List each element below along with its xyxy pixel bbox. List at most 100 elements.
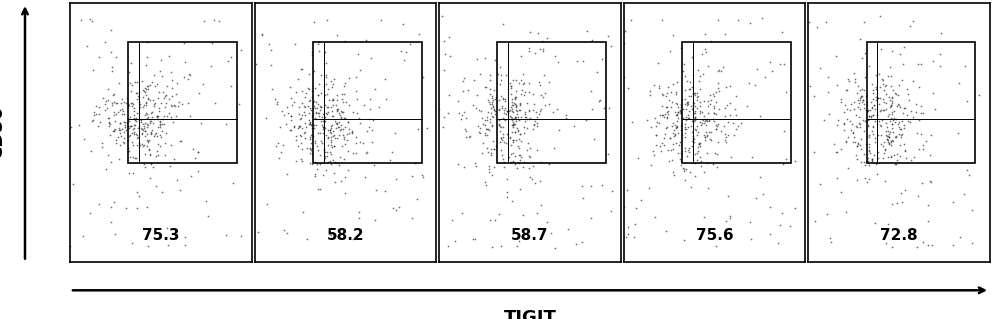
Point <box>146 72 162 78</box>
Point <box>878 241 894 246</box>
Point <box>471 108 487 113</box>
Point <box>884 201 900 206</box>
Point <box>686 110 702 115</box>
Point <box>698 118 714 123</box>
Point <box>164 78 180 83</box>
Point <box>294 100 310 105</box>
Point <box>506 100 522 105</box>
Point <box>857 74 873 79</box>
Point <box>101 120 117 125</box>
Point <box>874 117 890 122</box>
Point <box>388 207 404 212</box>
Point <box>319 18 335 23</box>
Point <box>131 144 147 149</box>
Point <box>718 139 734 144</box>
Point <box>345 151 361 156</box>
Point <box>84 119 100 124</box>
Point <box>323 161 339 166</box>
Point <box>465 102 481 107</box>
Point <box>881 140 897 145</box>
Point <box>692 103 708 108</box>
Point <box>122 81 138 86</box>
Point <box>658 104 674 109</box>
Point <box>258 115 274 121</box>
Point <box>900 119 916 124</box>
Point <box>323 78 339 83</box>
Point <box>692 108 708 113</box>
Point <box>616 204 632 209</box>
Point <box>699 161 715 166</box>
Point <box>728 113 744 118</box>
Point <box>104 100 120 105</box>
Point <box>864 129 880 134</box>
Point <box>83 148 99 153</box>
Point <box>911 118 927 123</box>
Point <box>487 108 503 114</box>
Point <box>135 143 151 148</box>
Point <box>365 117 381 122</box>
Point <box>770 241 786 246</box>
Point <box>131 95 147 100</box>
Point <box>302 145 318 150</box>
Point <box>505 78 521 83</box>
Point <box>507 102 523 107</box>
Point <box>951 80 967 85</box>
Point <box>922 152 938 158</box>
Point <box>694 109 710 114</box>
Point <box>135 87 151 92</box>
Point <box>646 152 662 157</box>
Bar <box>867 42 975 163</box>
Point <box>296 104 312 109</box>
Point <box>306 99 322 104</box>
Point <box>307 171 323 176</box>
Point <box>802 84 818 89</box>
Point <box>493 93 509 99</box>
Point <box>137 86 153 91</box>
Point <box>143 132 159 137</box>
Point <box>306 19 322 25</box>
Point <box>649 120 665 125</box>
Point <box>675 166 691 171</box>
Point <box>698 129 714 134</box>
Point <box>310 131 326 136</box>
Point <box>681 145 697 150</box>
Point <box>502 108 518 113</box>
Point <box>116 111 132 116</box>
Point <box>959 167 975 172</box>
Point <box>881 111 897 116</box>
Point <box>647 214 663 219</box>
Point <box>896 106 912 111</box>
Point <box>699 119 715 124</box>
Point <box>705 92 721 97</box>
Point <box>144 114 160 119</box>
Point <box>662 135 678 140</box>
Point <box>873 47 889 52</box>
Point <box>457 127 473 132</box>
Point <box>117 119 133 124</box>
Point <box>454 210 470 215</box>
Point <box>351 215 367 220</box>
Point <box>708 126 724 131</box>
Point <box>691 140 707 145</box>
Point <box>864 106 880 111</box>
Point <box>431 107 447 112</box>
Point <box>504 198 520 203</box>
Point <box>348 140 364 145</box>
Point <box>579 28 595 33</box>
Point <box>303 141 319 146</box>
Point <box>336 137 352 142</box>
Point <box>331 133 347 138</box>
Point <box>415 75 431 80</box>
Point <box>98 99 114 104</box>
Point <box>293 140 309 145</box>
Point <box>329 122 345 127</box>
Point <box>146 134 162 139</box>
Point <box>508 88 524 93</box>
Point <box>118 205 134 211</box>
Point <box>876 150 892 155</box>
Point <box>665 81 681 86</box>
Point <box>138 86 154 91</box>
Point <box>687 127 703 132</box>
Point <box>286 99 302 104</box>
Point <box>485 97 501 102</box>
